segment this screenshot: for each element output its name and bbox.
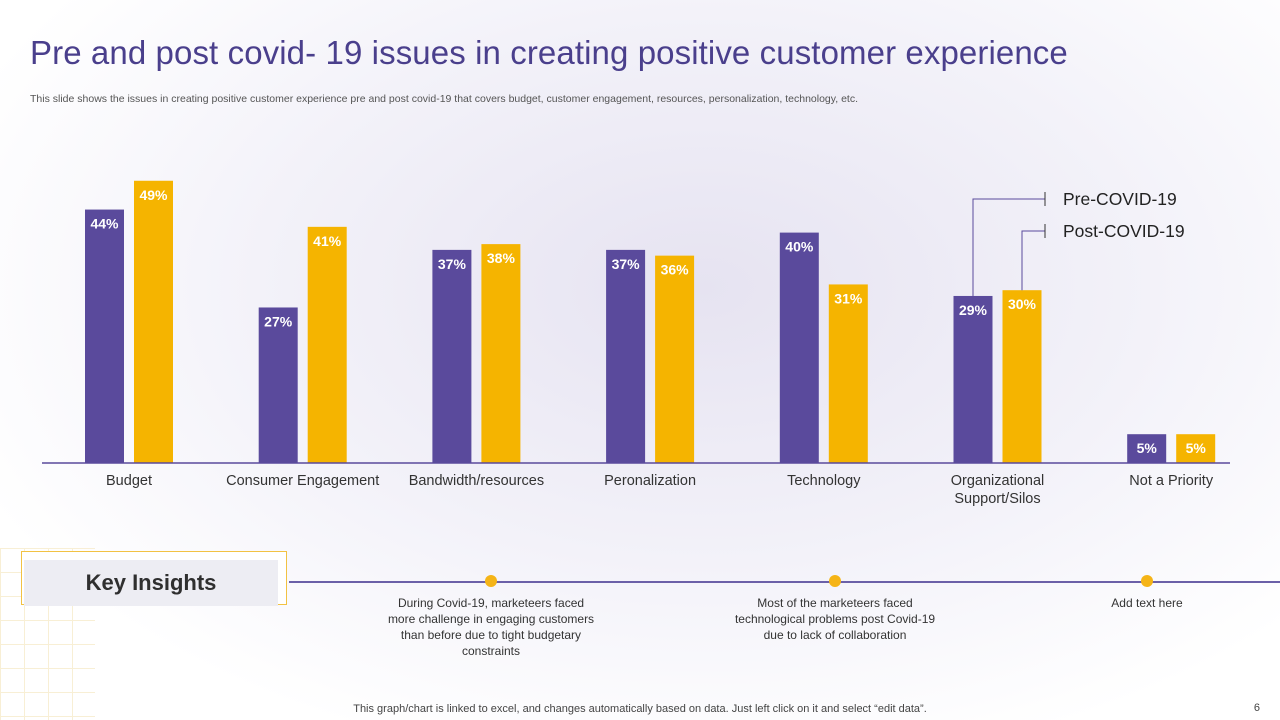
bar-pre[interactable] (779, 232, 819, 463)
page-subtitle: This slide shows the issues in creating … (30, 93, 858, 105)
bar-value-label: 44% (90, 216, 119, 232)
insight-text-3[interactable]: Add text here (1111, 596, 1183, 610)
page-title: Pre and post covid- 19 issues in creatin… (30, 34, 1068, 71)
footer-note: This graph/chart is linked to excel, and… (353, 703, 927, 715)
category-label: Peronalization (604, 473, 696, 489)
bar-pre[interactable] (258, 307, 298, 463)
category-label: Bandwidth/resources (409, 473, 544, 489)
bar-post[interactable] (1002, 290, 1042, 463)
timeline-dot (1141, 575, 1153, 587)
bar-value-label: 38% (487, 250, 516, 266)
bar-value-label: 31% (834, 290, 863, 306)
category-label: Organizational (951, 473, 1045, 489)
bar-post[interactable] (655, 255, 695, 463)
bar-value-label: 49% (139, 187, 168, 203)
bar-value-label: 37% (438, 256, 467, 272)
bar-pre[interactable] (85, 209, 124, 463)
bar-post[interactable] (481, 244, 521, 463)
bar-post[interactable] (307, 226, 347, 463)
category-label: Support/Silos (954, 491, 1040, 507)
timeline-dot (829, 575, 841, 587)
bar-value-label: 27% (264, 313, 293, 329)
bar-pre[interactable] (432, 249, 472, 463)
insights-timeline (289, 581, 1280, 583)
bar-value-label: 36% (661, 262, 690, 278)
bar-value-label: 5% (1186, 440, 1207, 456)
bar-value-label: 37% (612, 256, 641, 272)
bar-value-label: 41% (313, 233, 342, 249)
bar-pre[interactable] (1127, 434, 1167, 463)
category-label: Consumer Engagement (226, 473, 379, 489)
bar-value-label: 40% (785, 239, 814, 255)
key-insights-label: Key Insights (24, 560, 278, 606)
page-number: 6 (1253, 702, 1260, 714)
bar-post[interactable] (828, 284, 868, 463)
legend-label: Pre-COVID-19 (1063, 189, 1177, 209)
bar-post[interactable] (1176, 434, 1216, 463)
bar-chart[interactable]: 44% 49% Budget 27% 41% Consumer Engagement 37%… (0, 0, 1280, 520)
insight-text-2[interactable]: Most of the marketeers faced technologic… (734, 596, 936, 642)
category-label: Not a Priority (1129, 473, 1214, 489)
category-label: Budget (106, 473, 152, 489)
legend-label: Post-COVID-19 (1063, 221, 1185, 241)
bar-pre[interactable] (953, 295, 993, 463)
legend-leader-line (972, 198, 1045, 296)
category-label: Technology (787, 473, 861, 489)
bar-pre[interactable] (606, 249, 646, 463)
timeline-dot (485, 575, 497, 587)
bar-value-label: 29% (959, 302, 988, 318)
insight-text-1[interactable]: During Covid-19, marketeers faced more c… (387, 596, 595, 658)
bar-value-label: 30% (1008, 296, 1037, 312)
legend-leader-line (1021, 230, 1045, 291)
bar-value-label: 5% (1137, 440, 1158, 456)
bar-post[interactable] (134, 180, 173, 463)
